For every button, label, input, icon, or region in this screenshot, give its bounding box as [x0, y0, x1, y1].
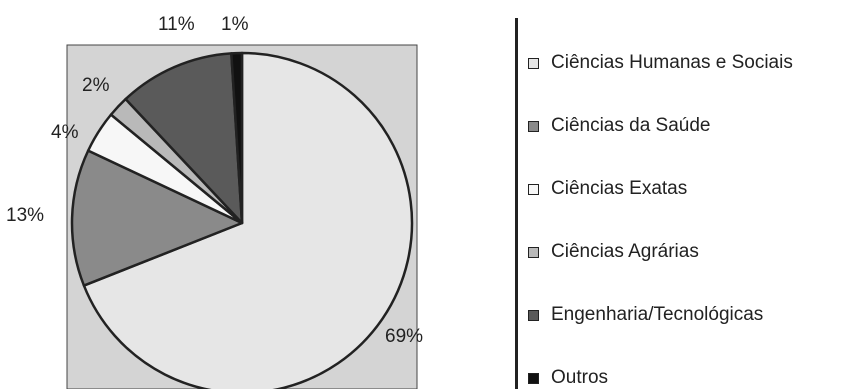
legend-swatch: [528, 246, 539, 258]
slice-percent-label: 13%: [6, 205, 44, 226]
legend-label: Ciências Exatas: [551, 178, 688, 199]
legend-label: Outros: [551, 367, 609, 388]
slice-percent-label: 2%: [82, 75, 110, 96]
legend-swatch: [528, 372, 539, 384]
legend-item: Ciências da Saúde: [528, 115, 711, 137]
legend-label: Engenharia/Tecnológicas: [551, 304, 764, 325]
legend-label: Ciências Humanas e Sociais: [551, 52, 793, 73]
slice-percent-label: 4%: [51, 122, 79, 143]
legend-swatch: [528, 57, 539, 69]
legend-item: Engenharia/Tecnológicas: [528, 304, 763, 326]
legend-swatch: [528, 120, 539, 132]
pie-slice-1: [82, 51, 414, 389]
legend-swatch: [528, 183, 539, 195]
pie-slice-5: [124, 52, 244, 225]
legend-item: Ciências Humanas e Sociais: [528, 52, 793, 74]
slice-percent-label: 69%: [385, 326, 423, 347]
slice-percent-label: 1%: [221, 14, 249, 35]
legend-swatch: [528, 309, 539, 321]
legend-divider: [515, 18, 518, 389]
legend-item: Ciências Exatas: [528, 178, 687, 200]
pie-slice-2: [70, 149, 244, 287]
legend-item: Ciências Agrárias: [528, 241, 699, 263]
legend-label: Ciências Agrárias: [551, 241, 699, 262]
legend-item: Outros: [528, 367, 608, 389]
legend-label: Ciências da Saúde: [551, 115, 711, 136]
pie-slice-6: [230, 51, 244, 225]
slice-percent-label: 11%: [158, 14, 195, 35]
